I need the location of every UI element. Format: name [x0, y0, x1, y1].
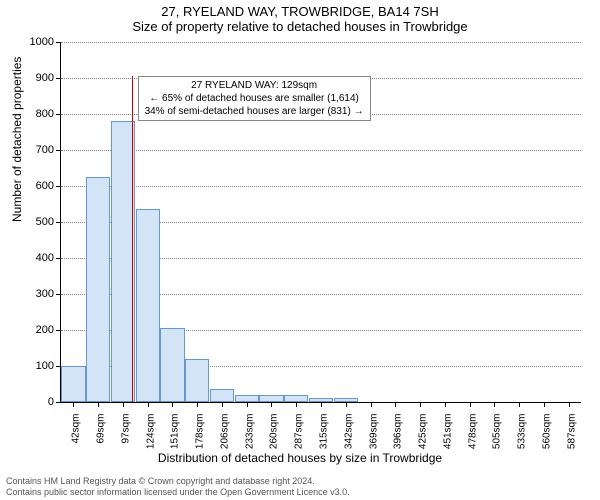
- gridline-h: [61, 150, 581, 151]
- ytick-label: 900: [0, 72, 54, 84]
- ytick-label: 200: [0, 324, 54, 336]
- xtick-label: 124sqm: [145, 414, 156, 450]
- ytick-label: 700: [0, 144, 54, 156]
- annotation-box: 27 RYELAND WAY: 129sqm← 65% of detached …: [138, 76, 371, 121]
- xtick-mark: [73, 402, 74, 407]
- title-line-2: Size of property relative to detached ho…: [0, 19, 600, 34]
- xtick-mark: [321, 402, 322, 407]
- xtick-mark: [123, 402, 124, 407]
- xtick-label: 97sqm: [120, 414, 131, 444]
- ytick-label: 400: [0, 252, 54, 264]
- histogram-bar: [86, 177, 110, 402]
- xtick-label: 369sqm: [368, 414, 379, 450]
- xtick-mark: [395, 402, 396, 407]
- xtick-label: 178sqm: [195, 414, 206, 450]
- ytick-mark: [56, 402, 61, 403]
- xtick-label: 260sqm: [269, 414, 280, 450]
- xtick-mark: [172, 402, 173, 407]
- histogram-bar: [160, 328, 184, 402]
- xtick-label: 342sqm: [343, 414, 354, 450]
- ytick-mark: [56, 186, 61, 187]
- xtick-label: 478sqm: [467, 414, 478, 450]
- ytick-mark: [56, 258, 61, 259]
- xtick-label: 396sqm: [393, 414, 404, 450]
- xtick-mark: [346, 402, 347, 407]
- plot-area: 27 RYELAND WAY: 129sqm← 65% of detached …: [60, 42, 581, 403]
- ytick-mark: [56, 150, 61, 151]
- ytick-label: 600: [0, 180, 54, 192]
- chart-container: 27, RYELAND WAY, TROWBRIDGE, BA14 7SH Si…: [0, 0, 600, 500]
- ytick-mark: [56, 294, 61, 295]
- ytick-label: 100: [0, 360, 54, 372]
- footer-line-1: Contains HM Land Registry data © Crown c…: [6, 476, 350, 487]
- xtick-mark: [371, 402, 372, 407]
- xtick-label: 206sqm: [219, 414, 230, 450]
- xtick-label: 505sqm: [492, 414, 503, 450]
- xtick-label: 533sqm: [517, 414, 528, 450]
- xtick-mark: [569, 402, 570, 407]
- xtick-mark: [296, 402, 297, 407]
- gridline-h: [61, 186, 581, 187]
- xtick-mark: [470, 402, 471, 407]
- histogram-bar: [136, 209, 160, 402]
- reference-line: [132, 76, 133, 402]
- ytick-label: 300: [0, 288, 54, 300]
- histogram-bar: [334, 398, 358, 402]
- ytick-mark: [56, 114, 61, 115]
- ytick-mark: [56, 330, 61, 331]
- xtick-mark: [222, 402, 223, 407]
- ytick-label: 0: [0, 396, 54, 408]
- title-line-1: 27, RYELAND WAY, TROWBRIDGE, BA14 7SH: [0, 4, 600, 19]
- xtick-label: 425sqm: [418, 414, 429, 450]
- xtick-mark: [494, 402, 495, 407]
- histogram-bar: [284, 395, 308, 402]
- histogram-bar: [61, 366, 85, 402]
- xtick-mark: [148, 402, 149, 407]
- xtick-mark: [247, 402, 248, 407]
- xtick-mark: [544, 402, 545, 407]
- footer-line-2: Contains public sector information licen…: [6, 487, 350, 498]
- xtick-label: 451sqm: [442, 414, 453, 450]
- xtick-mark: [98, 402, 99, 407]
- gridline-h: [61, 42, 581, 43]
- histogram-bar: [235, 395, 259, 402]
- xtick-label: 287sqm: [294, 414, 305, 450]
- ytick-mark: [56, 78, 61, 79]
- xtick-label: 587sqm: [566, 414, 577, 450]
- histogram-bar: [309, 398, 333, 402]
- histogram-bar: [185, 359, 209, 402]
- histogram-bar: [259, 395, 283, 402]
- xtick-mark: [271, 402, 272, 407]
- annotation-line: 34% of semi-detached houses are larger (…: [145, 105, 364, 118]
- xtick-mark: [420, 402, 421, 407]
- xtick-label: 42sqm: [71, 414, 82, 444]
- histogram-bar: [210, 389, 234, 402]
- xtick-label: 560sqm: [541, 414, 552, 450]
- ytick-label: 1000: [0, 36, 54, 48]
- footer-attribution: Contains HM Land Registry data © Crown c…: [6, 476, 350, 498]
- ytick-label: 500: [0, 216, 54, 228]
- ytick-label: 800: [0, 108, 54, 120]
- xtick-mark: [445, 402, 446, 407]
- xtick-label: 151sqm: [170, 414, 181, 450]
- title-block: 27, RYELAND WAY, TROWBRIDGE, BA14 7SH Si…: [0, 0, 600, 34]
- xtick-label: 233sqm: [244, 414, 255, 450]
- ytick-mark: [56, 222, 61, 223]
- xtick-label: 69sqm: [96, 414, 107, 444]
- xtick-label: 315sqm: [319, 414, 330, 450]
- x-axis-label: Distribution of detached houses by size …: [0, 451, 600, 465]
- annotation-line: ← 65% of detached houses are smaller (1,…: [145, 92, 364, 105]
- xtick-mark: [519, 402, 520, 407]
- xtick-mark: [197, 402, 198, 407]
- annotation-line: 27 RYELAND WAY: 129sqm: [145, 79, 364, 92]
- ytick-mark: [56, 42, 61, 43]
